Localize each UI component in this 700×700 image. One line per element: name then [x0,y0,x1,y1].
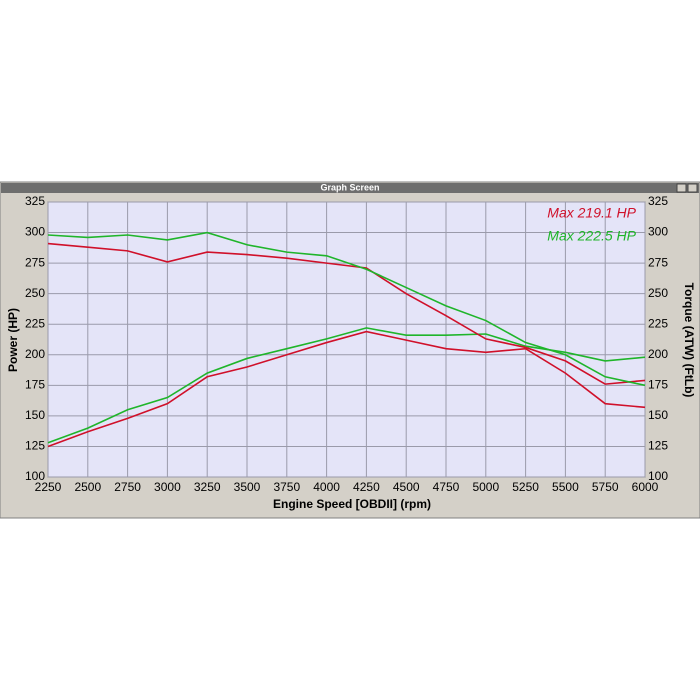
x-tick-label: 5250 [512,480,539,494]
x-tick-label: 3000 [154,480,181,494]
plot-area [47,201,646,478]
x-axis-label: Engine Speed [OBDII] (rpm) [273,497,431,511]
x-tick-label: 4750 [433,480,460,494]
data-line [47,231,646,387]
y2-tick-label: 100 [648,469,668,483]
x-tick-label: 6000 [632,480,659,494]
y2-tick-label: 250 [648,286,668,300]
y-tick-label: 250 [25,286,45,300]
y-tick-label: 300 [25,225,45,239]
y-tick-label: 175 [25,378,45,392]
y-axis-label: Power (HP) [6,308,20,372]
x-tick-label: 5500 [552,480,579,494]
title-bar [1,183,699,193]
y2-tick-label: 150 [648,408,668,422]
y2-tick-label: 300 [648,225,668,239]
data-line [47,330,646,448]
restore-button[interactable] [676,183,687,193]
y2-tick-label: 225 [648,316,668,330]
x-tick-label: 4000 [313,480,340,494]
x-tick-label: 4250 [353,480,380,494]
x-tick-label: 3500 [234,480,261,494]
data-line [47,242,646,385]
window-title: Graph Screen [320,182,379,192]
close-button[interactable] [687,183,698,193]
y2-tick-label: 325 [648,194,668,208]
y2-tick-label: 125 [648,439,668,453]
annotation: Max 222.5 HP [547,228,636,244]
x-tick-label: 4500 [393,480,420,494]
x-tick-label: 5000 [472,480,499,494]
y-tick-label: 150 [25,408,45,422]
y-tick-label: 275 [25,255,45,269]
y-tick-label: 100 [25,469,45,483]
y2-tick-label: 275 [648,255,668,269]
x-tick-label: 3250 [194,480,221,494]
annotation: Max 219.1 HP [547,205,636,221]
x-tick-label: 3750 [273,480,300,494]
y2-axis-label: Torque (ATW) (FtLb) [682,283,696,398]
y-tick-label: 225 [25,316,45,330]
y-tick-label: 325 [25,194,45,208]
x-tick-label: 2250 [35,480,62,494]
x-tick-label: 2750 [114,480,141,494]
x-tick-label: 5750 [592,480,619,494]
y-tick-label: 200 [25,347,45,361]
x-tick-label: 2500 [74,480,101,494]
y-tick-label: 125 [25,439,45,453]
y2-tick-label: 175 [648,378,668,392]
y2-tick-label: 200 [648,347,668,361]
